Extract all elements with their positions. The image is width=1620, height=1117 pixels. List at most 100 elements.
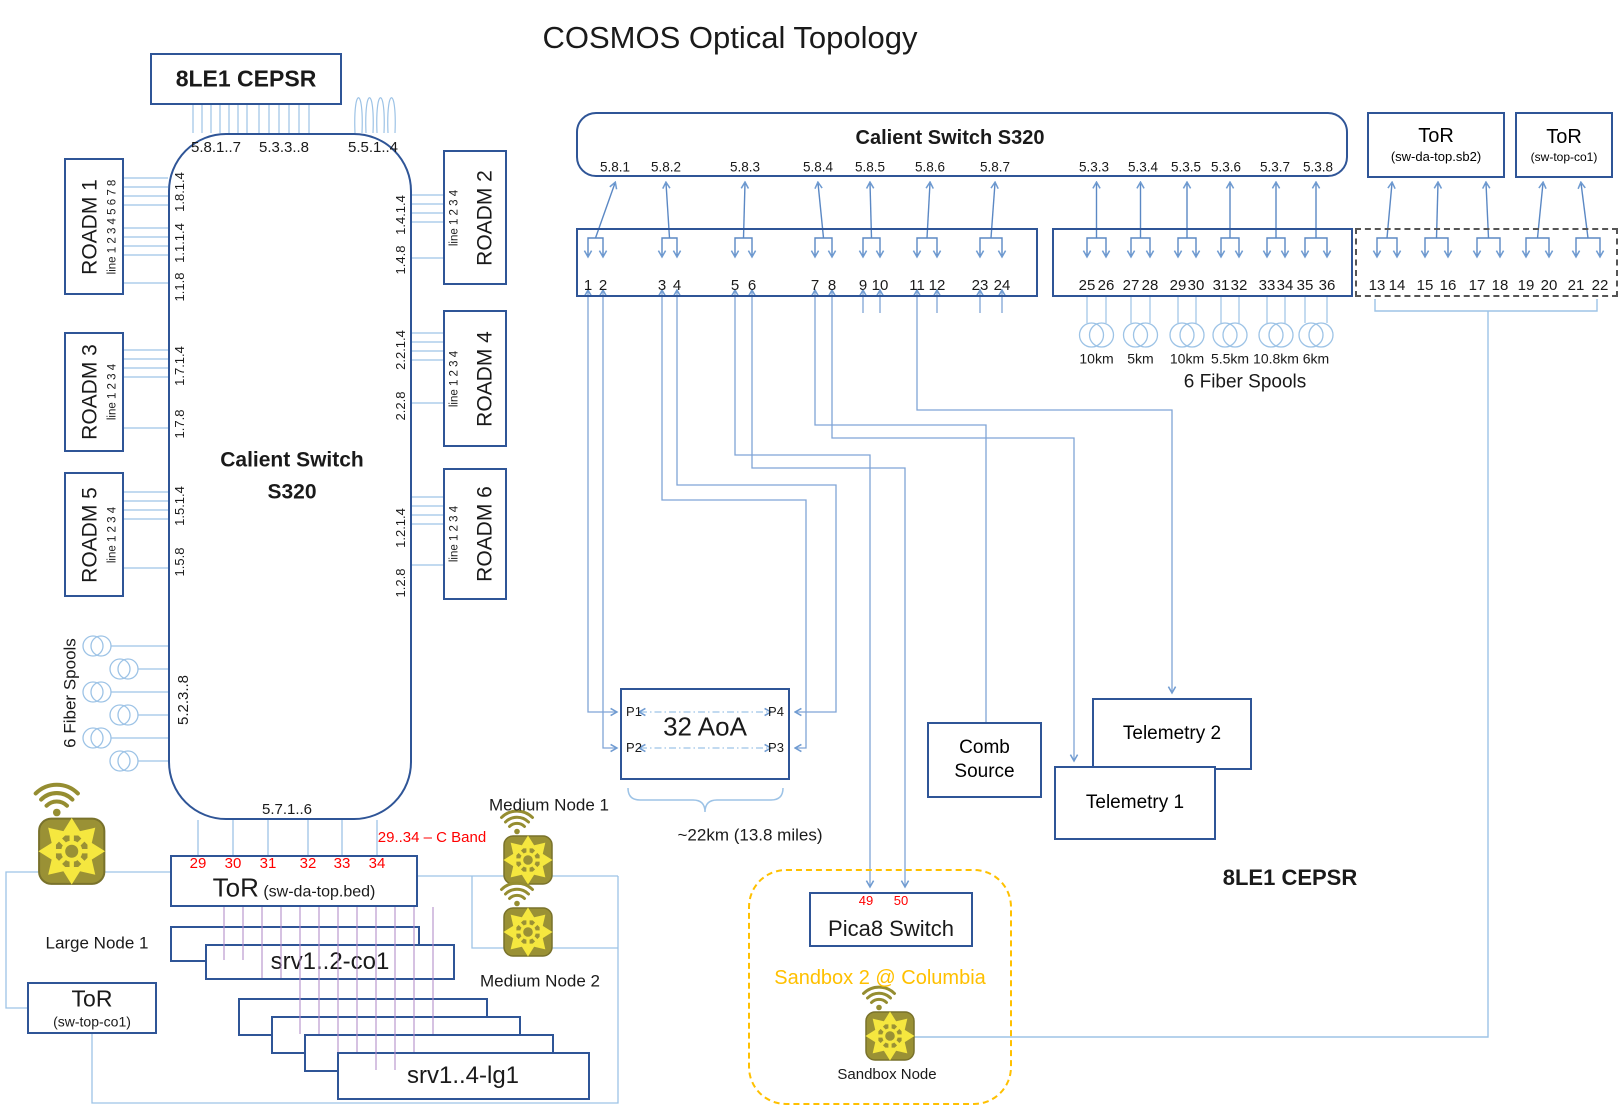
aoa-port-p3: P3 — [768, 739, 784, 755]
aoa-port-p2: P2 — [626, 739, 642, 755]
cross-connect-fiber — [917, 291, 1172, 692]
cross-connect-fiber — [662, 291, 807, 748]
patch-port-number: 6 — [747, 276, 757, 294]
patch-port-number: 15 — [1416, 276, 1434, 294]
patch-port-number: 7 — [810, 276, 820, 294]
comb-line1: Comb — [959, 737, 1010, 759]
fiber-spool-icon — [1132, 322, 1159, 348]
patch-port-number: 20 — [1540, 276, 1558, 294]
switch-port-label: 5.3.7 — [1259, 159, 1291, 175]
patch-port-number: 31 — [1212, 276, 1230, 294]
patch-port-number: 25 — [1078, 276, 1096, 294]
roadm-name: ROADM 1 — [78, 178, 102, 275]
tor-bed-port-number: 29 — [189, 854, 207, 872]
sandbox-title: Sandbox 2 @ Columbia — [774, 967, 986, 989]
diagram-title: COSMOS Optical Topology — [542, 19, 918, 55]
pica8-name: Pica8 Switch — [828, 915, 954, 941]
switch-port-label: 1.2.1.4 — [392, 508, 408, 548]
patch-port-number: 8 — [827, 276, 837, 294]
large-node-label: Large Node 1 — [45, 933, 149, 953]
fiber-spool-icon — [1222, 322, 1248, 348]
tor-bed-port-number: 30 — [224, 854, 242, 872]
patch-port-number: 29 — [1169, 276, 1187, 294]
cross-connect-fiber — [832, 291, 1074, 760]
fiber-spool-icon — [1268, 322, 1294, 348]
switch-port-label: 5.8.1 — [599, 159, 631, 175]
switch-port-label: 5.3.4 — [1127, 159, 1159, 175]
fiber-spool-icon — [1308, 322, 1334, 348]
switch-port-label: 5.3.3 — [1078, 159, 1110, 175]
loopback-fiber — [376, 97, 385, 134]
switch-port-label: 5.8.3 — [729, 159, 761, 175]
fiber-spool-icon — [1179, 322, 1205, 348]
comb-line2: Source — [954, 761, 1015, 782]
patch-port-number: 9 — [858, 276, 868, 294]
cepsr-site-label: 8LE1 CEPSR — [1222, 864, 1358, 890]
cross-connect-fiber — [815, 291, 987, 722]
patch-port-number: 23 — [971, 276, 989, 294]
patch-port-number: 36 — [1318, 276, 1336, 294]
patch-port-number: 17 — [1468, 276, 1486, 294]
switch-port-label: 1.2.8 — [392, 568, 408, 598]
port-group-551: 5.5.1..4 — [347, 138, 399, 156]
roadm-name: ROADM 6 — [473, 486, 497, 582]
roadm-box — [443, 150, 507, 285]
roadm-box — [64, 332, 124, 452]
tor-bed-port-number: 34 — [368, 854, 386, 872]
fiber-spool-icon — [109, 750, 131, 772]
patch-port-number: 32 — [1230, 276, 1248, 294]
patch-port-number: 10 — [871, 276, 889, 294]
patch-port-number: 14 — [1388, 276, 1406, 294]
fiber-spool-icon — [1298, 322, 1324, 348]
left-switch-name-line1: Calient Switch — [220, 448, 364, 472]
medium-node1-label: Medium Node 1 — [488, 795, 610, 815]
telemetry2-box: Telemetry 2 — [1092, 698, 1252, 770]
aoa-port-p1: P1 — [626, 703, 642, 719]
cepsr-box-label: 8LE1 CEPSR — [175, 65, 317, 92]
switch-port-label: 1.1.1.4 — [171, 223, 187, 263]
aoa-name: 32 AoA — [663, 711, 747, 742]
patch-port-number: 3 — [657, 276, 667, 294]
loopback-fiber — [387, 97, 396, 134]
switch-port-label: 5.8.4 — [802, 159, 834, 175]
node-link — [471, 876, 618, 949]
patch-port-number: 24 — [993, 276, 1011, 294]
patch-port-number: 21 — [1567, 276, 1585, 294]
spool-length-label: 10.8km — [1253, 350, 1299, 367]
roadm-line-ports: line 1 2 3 4 — [448, 350, 461, 407]
tor-co1-top-name: ToR — [1546, 126, 1582, 148]
roadm-box — [64, 158, 124, 295]
roadm-box — [443, 468, 507, 600]
loopback-fiber — [354, 97, 363, 134]
switch-port-label: 2.2.8 — [392, 391, 408, 421]
tor-bed-sub: (sw-da-top.bed) — [263, 883, 376, 901]
tor-bed-name: ToR — [212, 872, 259, 903]
roadm-line-ports: line 1 2 3 4 — [448, 189, 461, 246]
switch-port-label: 1.5.1.4 — [171, 486, 187, 526]
right-fiber-spools-label: 6 Fiber Spools — [1183, 371, 1307, 393]
comb-source-box: Comb Source — [927, 722, 1042, 798]
roadm-name: ROADM 2 — [473, 169, 497, 266]
patch-port-number: 30 — [1187, 276, 1205, 294]
switch-port-label: 5.8.7 — [979, 159, 1011, 175]
medium-node2-icon — [498, 883, 559, 962]
switch-port-label: 5.3.8 — [1302, 159, 1334, 175]
patch-port-number: 11 — [909, 276, 925, 294]
switch-port-label: 5.8.2 — [650, 159, 682, 175]
patch-bank2 — [1052, 228, 1353, 297]
node-link — [5, 871, 39, 1009]
pica8-box — [809, 892, 973, 947]
switch-port-label: 1.7.1.4 — [171, 346, 187, 386]
fiber-spool-icon — [1122, 322, 1149, 348]
switch-port-label: 5.3.6 — [1210, 159, 1242, 175]
patch-port-number: 1 — [583, 276, 593, 294]
right-switch-name: Calient Switch S320 — [855, 127, 1045, 149]
patch-port-number: 26 — [1097, 276, 1115, 294]
telemetry1-box: Telemetry 1 — [1054, 766, 1216, 840]
switch-port-label: 1.8.1.4 — [171, 172, 187, 212]
aoa-port-p4: P4 — [768, 703, 784, 719]
cross-connect-fiber — [752, 291, 905, 886]
fiber-spool-icon — [1088, 322, 1115, 348]
switch-port-label: 5.3.5 — [1170, 159, 1202, 175]
